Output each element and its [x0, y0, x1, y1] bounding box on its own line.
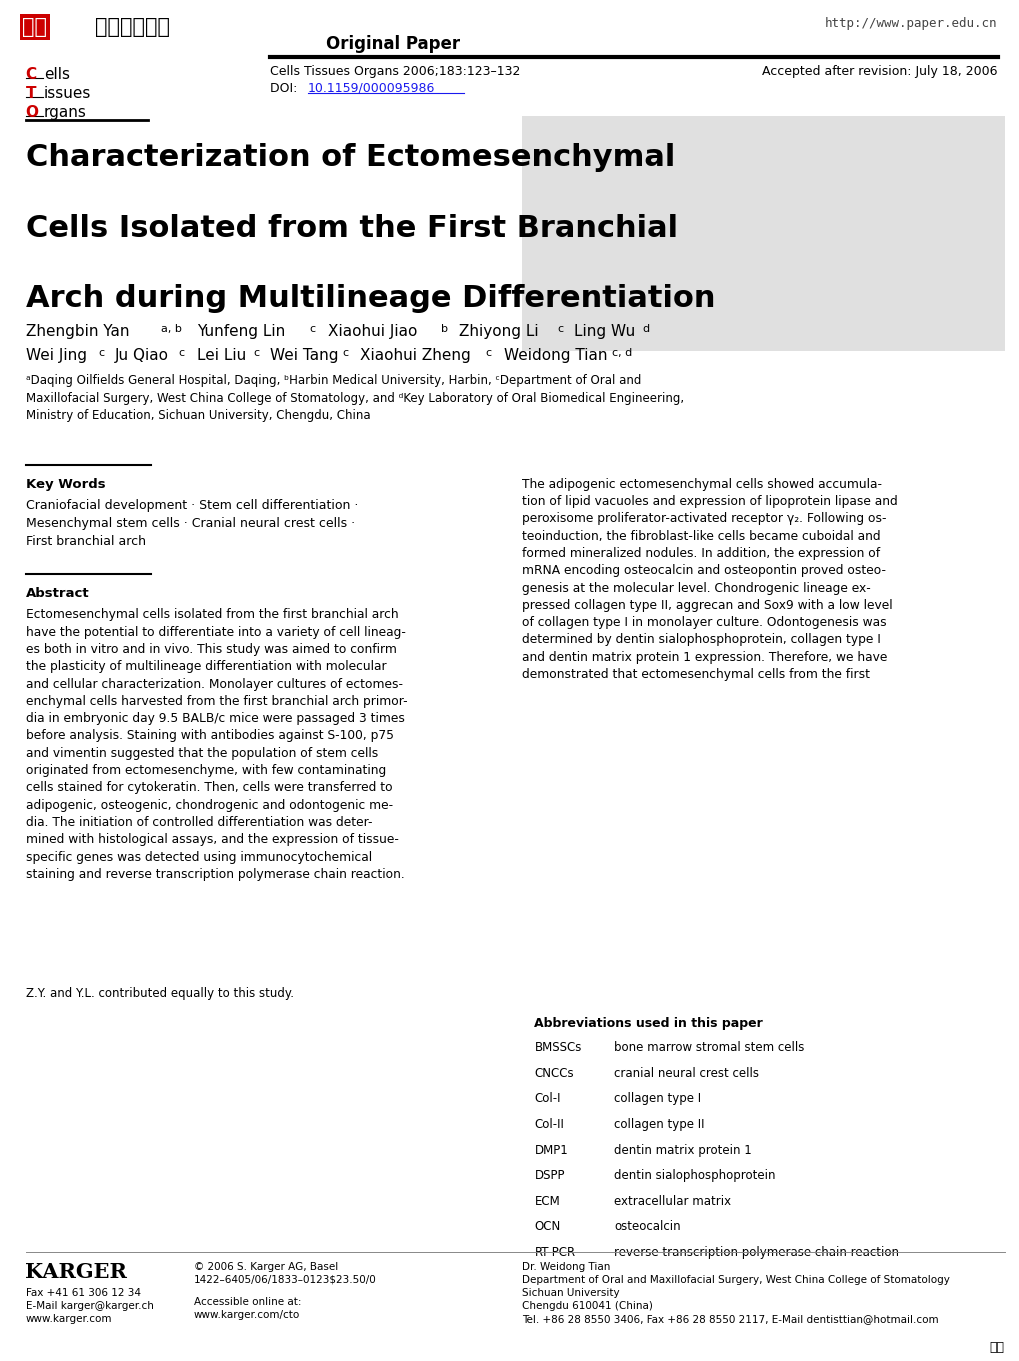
Text: 科技论文在线: 科技论文在线: [95, 18, 170, 37]
Text: Weidong Tian: Weidong Tian: [503, 348, 606, 363]
Text: DSPP: DSPP: [534, 1169, 565, 1183]
Text: b: b: [440, 324, 447, 333]
Text: 中国: 中国: [22, 18, 48, 37]
Text: Key Words: Key Words: [25, 478, 105, 491]
Text: c: c: [556, 324, 562, 333]
Text: c: c: [253, 348, 259, 358]
Text: c: c: [485, 348, 491, 358]
Text: O: O: [25, 105, 39, 120]
Text: RT-PCR: RT-PCR: [534, 1245, 575, 1259]
Text: 转载: 转载: [988, 1341, 1004, 1354]
Text: Zhengbin Yan: Zhengbin Yan: [25, 324, 128, 339]
Text: dentin sialophosphoprotein: dentin sialophosphoprotein: [613, 1169, 774, 1183]
Text: Craniofacial development · Stem cell differentiation ·
Mesenchymal stem cells · : Craniofacial development · Stem cell dif…: [25, 499, 358, 548]
Text: ells: ells: [44, 67, 69, 82]
Text: c: c: [98, 348, 104, 358]
Text: C: C: [25, 67, 37, 82]
Text: a, b: a, b: [161, 324, 181, 333]
Text: cranial neural crest cells: cranial neural crest cells: [613, 1067, 758, 1079]
Text: c: c: [309, 324, 315, 333]
Text: Xiaohui Jiao: Xiaohui Jiao: [328, 324, 418, 339]
Text: CNCCs: CNCCs: [534, 1067, 574, 1079]
Text: collagen type I: collagen type I: [613, 1093, 700, 1105]
Text: Cells Tissues Organs 2006;183:123–132: Cells Tissues Organs 2006;183:123–132: [270, 65, 520, 79]
Text: Original Paper: Original Paper: [325, 35, 460, 53]
Text: ECM: ECM: [534, 1195, 559, 1207]
Text: Abstract: Abstract: [25, 587, 89, 600]
Text: Yunfeng Lin: Yunfeng Lin: [197, 324, 285, 339]
Text: Characterization of Ectomesenchymal: Characterization of Ectomesenchymal: [25, 143, 675, 171]
Text: Accepted after revision: July 18, 2006: Accepted after revision: July 18, 2006: [761, 65, 997, 79]
Text: c: c: [342, 348, 348, 358]
Text: Col-II: Col-II: [534, 1117, 564, 1131]
Text: Abbreviations used in this paper: Abbreviations used in this paper: [534, 1017, 762, 1030]
Text: c, d: c, d: [611, 348, 632, 358]
Text: 10.1159/000095986: 10.1159/000095986: [308, 82, 435, 95]
Text: collagen type II: collagen type II: [613, 1117, 704, 1131]
Text: © 2006 S. Karger AG, Basel
1422–6405/06/1833–0123$23.50/0: © 2006 S. Karger AG, Basel 1422–6405/06/…: [194, 1262, 376, 1285]
Text: Fax +41 61 306 12 34
E-Mail karger@karger.ch
www.karger.com: Fax +41 61 306 12 34 E-Mail karger@karge…: [25, 1288, 153, 1324]
Text: Arch during Multilineage Differentiation: Arch during Multilineage Differentiation: [25, 284, 714, 313]
Text: dentin matrix protein 1: dentin matrix protein 1: [613, 1143, 751, 1157]
Text: Z.Y. and Y.L. contributed equally to this study.: Z.Y. and Y.L. contributed equally to thi…: [25, 987, 293, 1000]
Text: extracellular matrix: extracellular matrix: [613, 1195, 731, 1207]
Text: osteocalcin: osteocalcin: [613, 1221, 680, 1233]
Text: T: T: [25, 86, 36, 101]
Text: Dr. Weidong Tian
Department of Oral and Maxillofacial Surgery, West China Colleg: Dr. Weidong Tian Department of Oral and …: [522, 1262, 949, 1324]
Text: OCN: OCN: [534, 1221, 560, 1233]
Text: Col-I: Col-I: [534, 1093, 560, 1105]
Text: ᵃDaqing Oilfields General Hospital, Daqing, ᵇHarbin Medical University, Harbin, : ᵃDaqing Oilfields General Hospital, Daqi…: [25, 374, 683, 422]
Text: Wei Tang: Wei Tang: [270, 348, 338, 363]
Text: http://www.paper.edu.cn: http://www.paper.edu.cn: [824, 18, 997, 30]
Text: Zhiyong Li: Zhiyong Li: [459, 324, 538, 339]
Text: DOI:: DOI:: [270, 82, 302, 95]
Text: DMP1: DMP1: [534, 1143, 568, 1157]
Text: rgans: rgans: [44, 105, 87, 120]
Text: The adipogenic ectomesenchymal cells showed accumula-
tion of lipid vacuoles and: The adipogenic ectomesenchymal cells sho…: [522, 478, 897, 680]
Text: c: c: [178, 348, 184, 358]
Text: d: d: [642, 324, 649, 333]
Text: issues: issues: [44, 86, 91, 101]
FancyBboxPatch shape: [522, 116, 1004, 351]
Text: Xiaohui Zheng: Xiaohui Zheng: [360, 348, 471, 363]
Text: reverse transcription polymerase chain reaction: reverse transcription polymerase chain r…: [613, 1245, 898, 1259]
Text: Ling Wu: Ling Wu: [574, 324, 635, 339]
Text: KARGER: KARGER: [25, 1262, 127, 1282]
Text: Accessible online at:
www.karger.com/cto: Accessible online at: www.karger.com/cto: [194, 1297, 301, 1320]
Text: bone marrow stromal stem cells: bone marrow stromal stem cells: [613, 1041, 804, 1055]
Text: Wei Jing: Wei Jing: [25, 348, 87, 363]
Text: Ectomesenchymal cells isolated from the first branchial arch
have the potential : Ectomesenchymal cells isolated from the …: [25, 608, 407, 881]
Text: Lei Liu: Lei Liu: [197, 348, 246, 363]
Text: BMSSCs: BMSSCs: [534, 1041, 581, 1055]
Text: Ju Qiao: Ju Qiao: [115, 348, 169, 363]
Text: Cells Isolated from the First Branchial: Cells Isolated from the First Branchial: [25, 214, 677, 242]
